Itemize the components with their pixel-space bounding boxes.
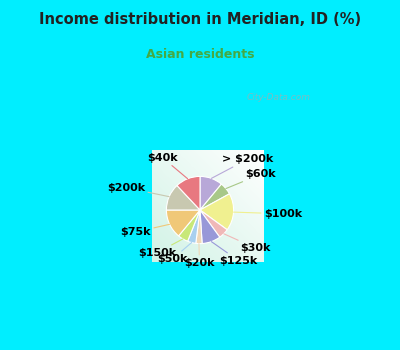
Wedge shape [200,210,227,237]
Wedge shape [200,176,222,210]
Text: $200k: $200k [107,183,169,197]
Text: $20k: $20k [184,244,215,268]
Wedge shape [196,210,202,244]
Text: Asian residents: Asian residents [146,48,254,61]
Wedge shape [188,210,200,243]
Text: $100k: $100k [234,209,302,219]
Text: $40k: $40k [147,153,188,179]
Wedge shape [200,210,220,244]
Wedge shape [200,184,230,210]
Text: $50k: $50k [157,243,192,264]
Wedge shape [166,186,200,210]
Text: Income distribution in Meridian, ID (%): Income distribution in Meridian, ID (%) [39,12,361,27]
Text: City-Data.com: City-Data.com [246,93,310,103]
Text: $125k: $125k [211,241,258,266]
Wedge shape [177,176,200,210]
Text: $150k: $150k [138,239,183,258]
Text: $60k: $60k [226,169,276,189]
Wedge shape [178,210,200,241]
Wedge shape [200,194,234,230]
Text: > $200k: > $200k [211,154,273,178]
Text: $30k: $30k [224,234,271,253]
Text: $75k: $75k [121,224,170,237]
Wedge shape [166,210,200,236]
